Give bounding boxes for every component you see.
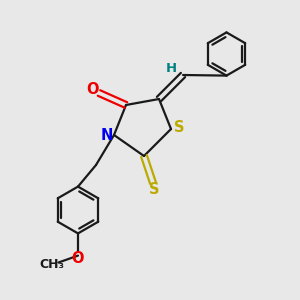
- Text: N: N: [100, 128, 113, 142]
- Text: O: O: [87, 82, 99, 98]
- Text: S: S: [174, 120, 185, 135]
- Text: S: S: [149, 182, 160, 197]
- Text: CH₃: CH₃: [39, 257, 64, 271]
- Text: H: H: [165, 62, 177, 76]
- Text: O: O: [72, 251, 84, 266]
